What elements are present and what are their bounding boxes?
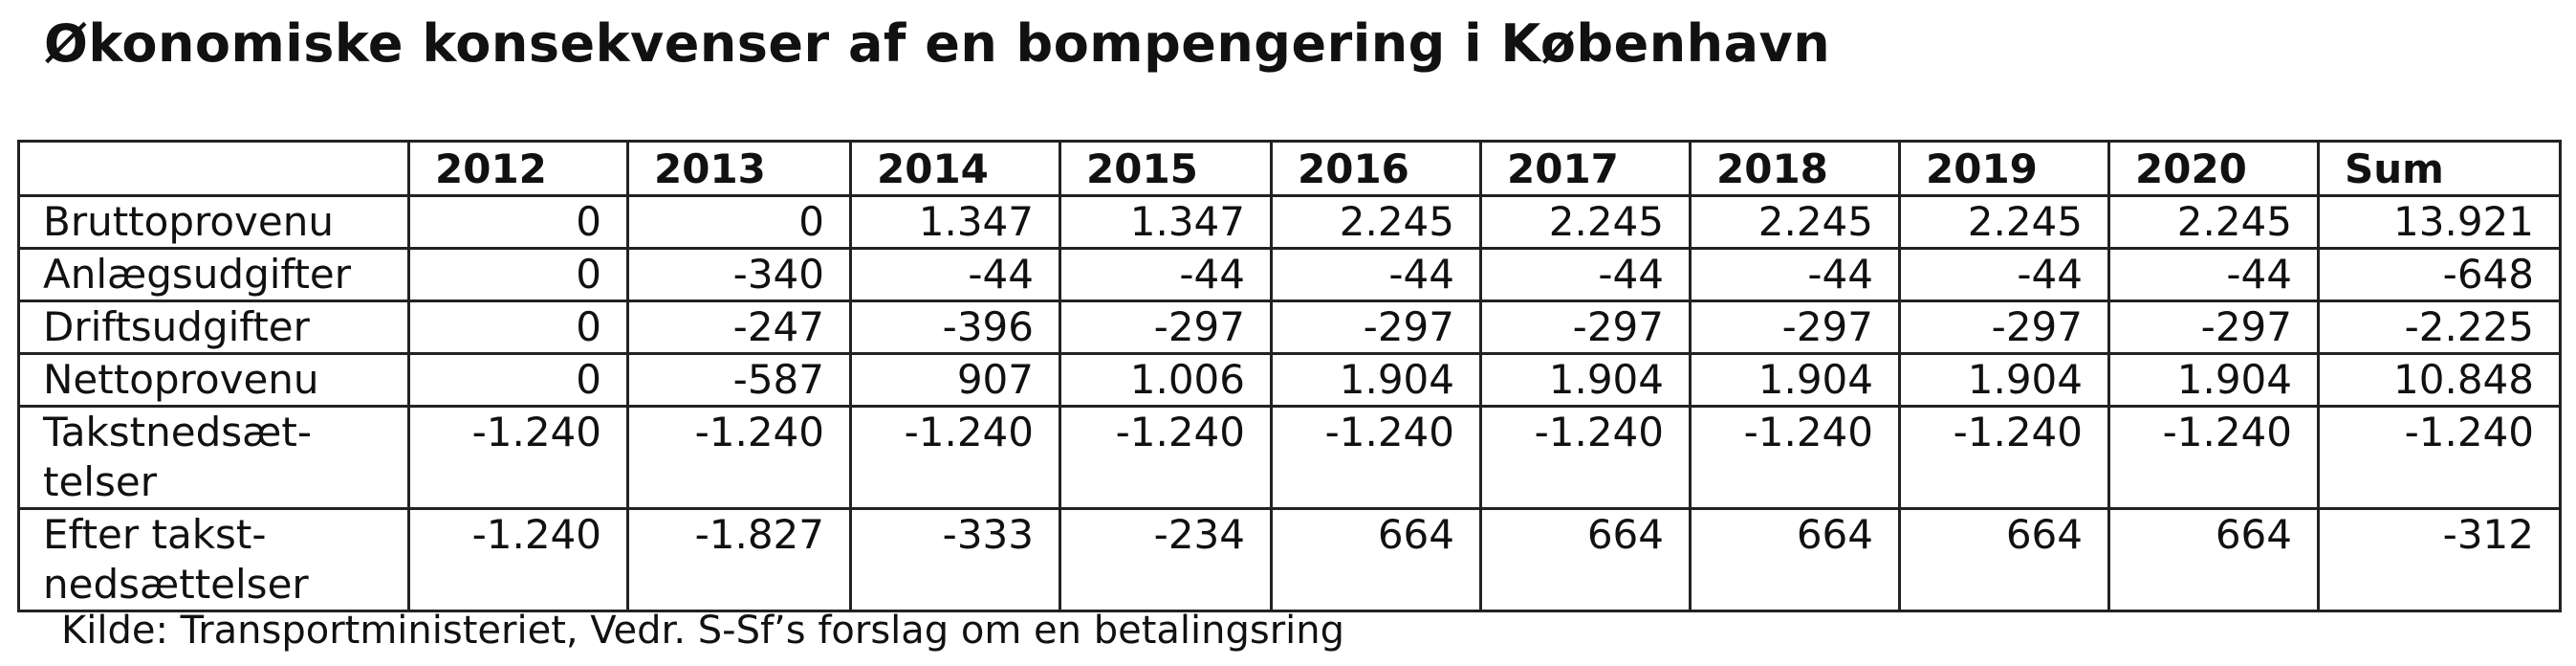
table-cell: -1.240	[407, 405, 629, 510]
table-row: Bruttoprovenu 0 0 1.347 1.347 2.245 2.24…	[17, 194, 2562, 250]
row-label: Bruttoprovenu	[17, 194, 410, 250]
table-cell: 10.848	[2317, 352, 2562, 408]
table-cell: -396	[849, 300, 1061, 355]
table-cell: -297	[1059, 300, 1273, 355]
table-cell: -312	[2317, 507, 2562, 612]
table-cell: -2.225	[2317, 300, 2562, 355]
table-cell: 1.904	[1479, 352, 1692, 408]
table-cell: -44	[1059, 247, 1273, 302]
table-cell: -44	[2107, 247, 2320, 302]
column-header: Sum	[2317, 140, 2562, 197]
table-cell: 664	[1689, 507, 1901, 612]
table-cell: 1.904	[1898, 352, 2110, 408]
table-row: Efter takst-nedsættelser -1.240 -1.827 -…	[17, 507, 2562, 612]
table-cell: -1.240	[626, 405, 852, 510]
row-label-line: Efter takst-	[43, 511, 267, 559]
table-header-row: 2012 2013 2014 2015 2016 2017 2018 2019 …	[17, 140, 2562, 197]
column-header: 2019	[1898, 140, 2110, 197]
table-cell: 2.245	[1270, 194, 1482, 250]
table-cell: 13.921	[2317, 194, 2562, 250]
table-cell: 1.904	[1270, 352, 1482, 408]
column-header	[17, 140, 410, 197]
table-cell: -1.240	[1270, 405, 1482, 510]
table-cell: 1.006	[1059, 352, 1273, 408]
table-cell: -340	[626, 247, 852, 302]
column-header: 2020	[2107, 140, 2320, 197]
table-cell: 1.904	[1689, 352, 1901, 408]
table-cell: -1.240	[1479, 405, 1692, 510]
table-row: Nettoprovenu 0 -587 907 1.006 1.904 1.90…	[17, 352, 2562, 408]
row-label-line: Takstnedsæt-	[43, 409, 312, 456]
table-cell: -1.240	[2107, 405, 2320, 510]
table-cell: -1.240	[849, 405, 1061, 510]
table-cell: -297	[1479, 300, 1692, 355]
table-cell: 664	[1479, 507, 1692, 612]
table-cell: 2.245	[2107, 194, 2320, 250]
table-cell: -1.240	[1689, 405, 1901, 510]
row-label: Anlægsudgifter	[17, 247, 410, 302]
table-cell: -44	[1270, 247, 1482, 302]
column-header: 2012	[407, 140, 629, 197]
table-cell: 2.245	[1479, 194, 1692, 250]
row-label-line: telser	[43, 458, 157, 505]
table-cell: -297	[1270, 300, 1482, 355]
table-cell: 664	[1270, 507, 1482, 612]
table-cell: 1.347	[849, 194, 1061, 250]
table-cell: 907	[849, 352, 1061, 408]
source-note: Kilde: Transportministeriet, Vedr. S-Sf’…	[61, 609, 1345, 653]
table-cell: -297	[1689, 300, 1901, 355]
table-cell: -297	[2107, 300, 2320, 355]
table-row: Anlægsudgifter 0 -340 -44 -44 -44 -44 -4…	[17, 247, 2562, 302]
table-cell: -247	[626, 300, 852, 355]
table-cell: 2.245	[1898, 194, 2110, 250]
row-label: Driftsudgifter	[17, 300, 410, 355]
table-cell: 664	[1898, 507, 2110, 612]
economics-table: 2012 2013 2014 2015 2016 2017 2018 2019 …	[17, 140, 2562, 612]
table-cell: 0	[407, 194, 629, 250]
column-header: 2016	[1270, 140, 1482, 197]
table-row: Driftsudgifter 0 -247 -396 -297 -297 -29…	[17, 300, 2562, 355]
table-row: Takstnedsæt-telser -1.240 -1.240 -1.240 …	[17, 405, 2562, 510]
column-header: 2018	[1689, 140, 1901, 197]
table-cell: -333	[849, 507, 1061, 612]
row-label-line: Bruttoprovenu	[43, 198, 334, 246]
table-cell: 664	[2107, 507, 2320, 612]
table-cell: -234	[1059, 507, 1273, 612]
table-cell: -44	[849, 247, 1061, 302]
table-cell: -1.240	[1059, 405, 1273, 510]
table-cell: -44	[1689, 247, 1901, 302]
table-cell: -648	[2317, 247, 2562, 302]
column-header: 2017	[1479, 140, 1692, 197]
column-header: 2014	[849, 140, 1061, 197]
table-cell: 2.245	[1689, 194, 1901, 250]
row-label: Takstnedsæt-telser	[17, 405, 410, 510]
table-cell: -587	[626, 352, 852, 408]
row-label-line: nedsættelser	[43, 561, 309, 608]
table-cell: 0	[626, 194, 852, 250]
table-cell: 1.347	[1059, 194, 1273, 250]
row-label-line: Driftsudgifter	[43, 303, 310, 351]
table-cell: 1.904	[2107, 352, 2320, 408]
table-cell: -44	[1479, 247, 1692, 302]
row-label-line: Anlægsudgifter	[43, 251, 352, 299]
row-label: Nettoprovenu	[17, 352, 410, 408]
table-cell: -44	[1898, 247, 2110, 302]
table-cell: 0	[407, 352, 629, 408]
table-cell: -1.827	[626, 507, 852, 612]
row-label-line: Nettoprovenu	[43, 356, 319, 404]
table-cell: -1.240	[1898, 405, 2110, 510]
table-cell: -1.240	[2317, 405, 2562, 510]
table-cell: 0	[407, 247, 629, 302]
row-label: Efter takst-nedsættelser	[17, 507, 410, 612]
table-cell: -297	[1898, 300, 2110, 355]
column-header: 2015	[1059, 140, 1273, 197]
page-title: Økonomiske konsekvenser af en bompengeri…	[44, 13, 1831, 74]
table-cell: 0	[407, 300, 629, 355]
column-header: 2013	[626, 140, 852, 197]
table-cell: -1.240	[407, 507, 629, 612]
